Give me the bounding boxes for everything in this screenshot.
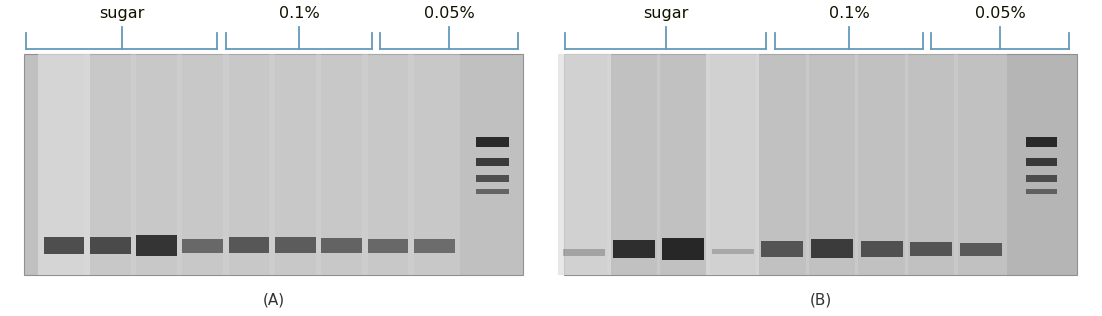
- Bar: [806, 54, 858, 275]
- Bar: [1026, 189, 1057, 194]
- Bar: [706, 54, 759, 275]
- Bar: [761, 241, 803, 257]
- Bar: [905, 54, 958, 275]
- Text: 0.1%: 0.1%: [829, 6, 869, 21]
- Bar: [322, 238, 361, 253]
- Bar: [861, 241, 903, 257]
- Bar: [136, 235, 176, 256]
- Bar: [270, 54, 322, 275]
- Bar: [657, 54, 710, 275]
- Bar: [408, 54, 461, 275]
- Bar: [607, 54, 660, 275]
- Bar: [90, 237, 130, 254]
- Bar: [176, 54, 229, 275]
- Bar: [223, 54, 274, 275]
- Bar: [37, 54, 90, 275]
- Bar: [954, 54, 1007, 275]
- Bar: [44, 237, 85, 254]
- Bar: [414, 239, 454, 253]
- Bar: [276, 237, 315, 253]
- Bar: [558, 54, 611, 275]
- Text: 0.1%: 0.1%: [279, 6, 320, 21]
- Bar: [910, 242, 952, 256]
- Bar: [130, 54, 182, 275]
- Bar: [1026, 175, 1057, 182]
- Bar: [24, 54, 523, 275]
- Bar: [855, 54, 908, 275]
- Bar: [706, 54, 759, 275]
- Bar: [85, 54, 137, 275]
- Bar: [712, 249, 754, 254]
- Bar: [563, 249, 605, 256]
- Bar: [1026, 158, 1057, 166]
- Text: sugar: sugar: [99, 6, 144, 21]
- Bar: [476, 189, 509, 194]
- Bar: [613, 240, 655, 258]
- Bar: [229, 237, 270, 253]
- Bar: [662, 238, 704, 260]
- Bar: [37, 54, 90, 275]
- Bar: [1026, 137, 1057, 147]
- Text: sugar: sugar: [642, 6, 689, 21]
- Bar: [182, 239, 223, 253]
- Bar: [811, 239, 853, 258]
- Bar: [960, 243, 1002, 256]
- Text: (B): (B): [809, 292, 832, 307]
- Text: (A): (A): [262, 292, 285, 307]
- Bar: [756, 54, 809, 275]
- Text: 0.05%: 0.05%: [974, 6, 1026, 21]
- Bar: [564, 54, 1077, 275]
- Bar: [367, 239, 408, 253]
- Bar: [558, 54, 611, 275]
- Bar: [476, 158, 509, 166]
- Bar: [315, 54, 367, 275]
- Bar: [476, 137, 509, 147]
- Text: 0.05%: 0.05%: [423, 6, 475, 21]
- Bar: [476, 175, 509, 182]
- Bar: [361, 54, 413, 275]
